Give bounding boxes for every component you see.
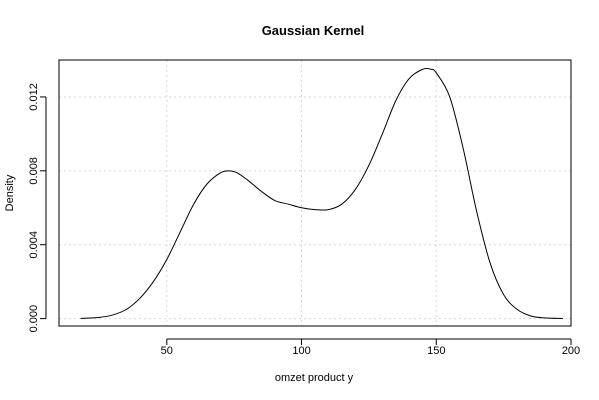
y-axis-label: Density (4, 174, 16, 211)
x-tick-label-100: 100 (292, 345, 310, 357)
y-tick-label-3: 0.012 (28, 83, 40, 111)
axes: 50 100 150 200 0.000 0.004 0.008 0.012 (28, 83, 580, 357)
chart-title: Gaussian Kernel (262, 23, 365, 38)
y-tick-label-2: 0.008 (28, 157, 40, 185)
x-tick-label-200: 200 (562, 345, 580, 357)
grid (59, 60, 572, 326)
y-tick-label-1: 0.004 (28, 231, 40, 259)
x-tick-label-50: 50 (161, 345, 173, 357)
plot-frame (58, 59, 572, 327)
y-tick-label-0: 0.000 (28, 305, 40, 333)
density-curve (80, 67, 563, 320)
x-tick-label-150: 150 (427, 345, 445, 357)
x-axis-label: omzet product y (275, 372, 354, 384)
